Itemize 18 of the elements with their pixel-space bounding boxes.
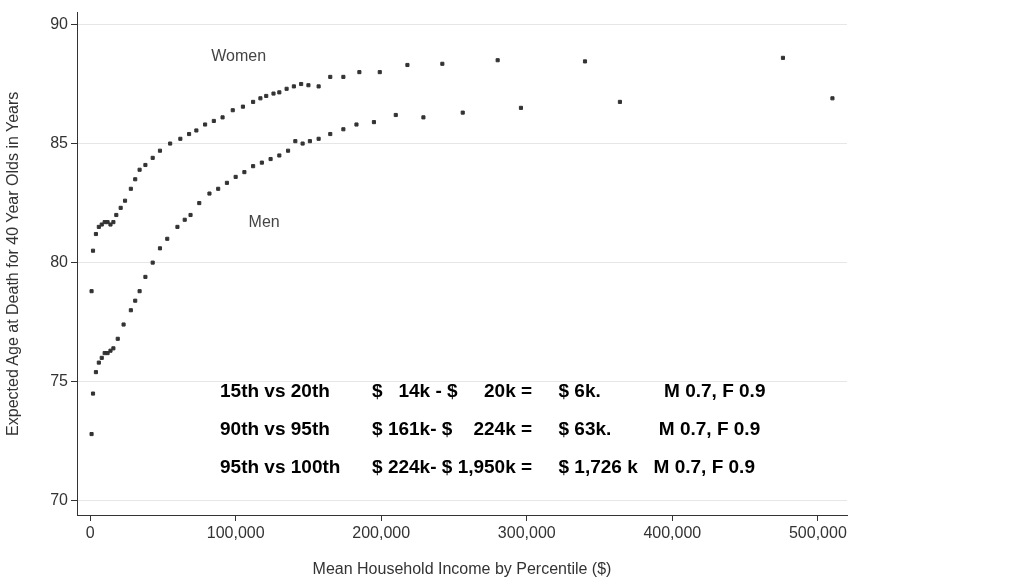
y-axis-title: Expected Age at Death for 40 Year Olds in Years (4, 91, 22, 436)
text: Men (248, 213, 280, 231)
annotation: 95th vs 100th $ 224k- $ 1,950k = $ 1,726 k M 0.7, F 0.9 (220, 455, 756, 479)
annotation: 15th vs 20th $ 14k - $ 20k = $ 6k. M 0.7, F 0.9 (220, 379, 766, 403)
annotation: 90th vs 95th $ 161k- $ 224k = $ 63k. M 0.7, F 0.9 (220, 417, 762, 441)
x-tick-label: 200,000 (352, 524, 411, 542)
x-tick-label: 300,000 (497, 524, 556, 542)
series-label: Women (211, 46, 267, 64)
y-tick-label: 75 (50, 372, 69, 390)
x-tick-label: 100,000 (206, 524, 265, 542)
x-axis-title: Mean Household Income by Percentile ($) (312, 559, 612, 577)
x-tick-label: 500,000 (788, 524, 847, 542)
y-tick-label: 90 (50, 14, 69, 32)
y-tick-label: 80 (50, 253, 69, 271)
x-tick-label: 400,000 (643, 524, 702, 542)
y-tick-label: 85 (50, 133, 69, 151)
y-tick-label: 70 (50, 491, 69, 509)
x-tick-label: 0 (85, 524, 95, 542)
